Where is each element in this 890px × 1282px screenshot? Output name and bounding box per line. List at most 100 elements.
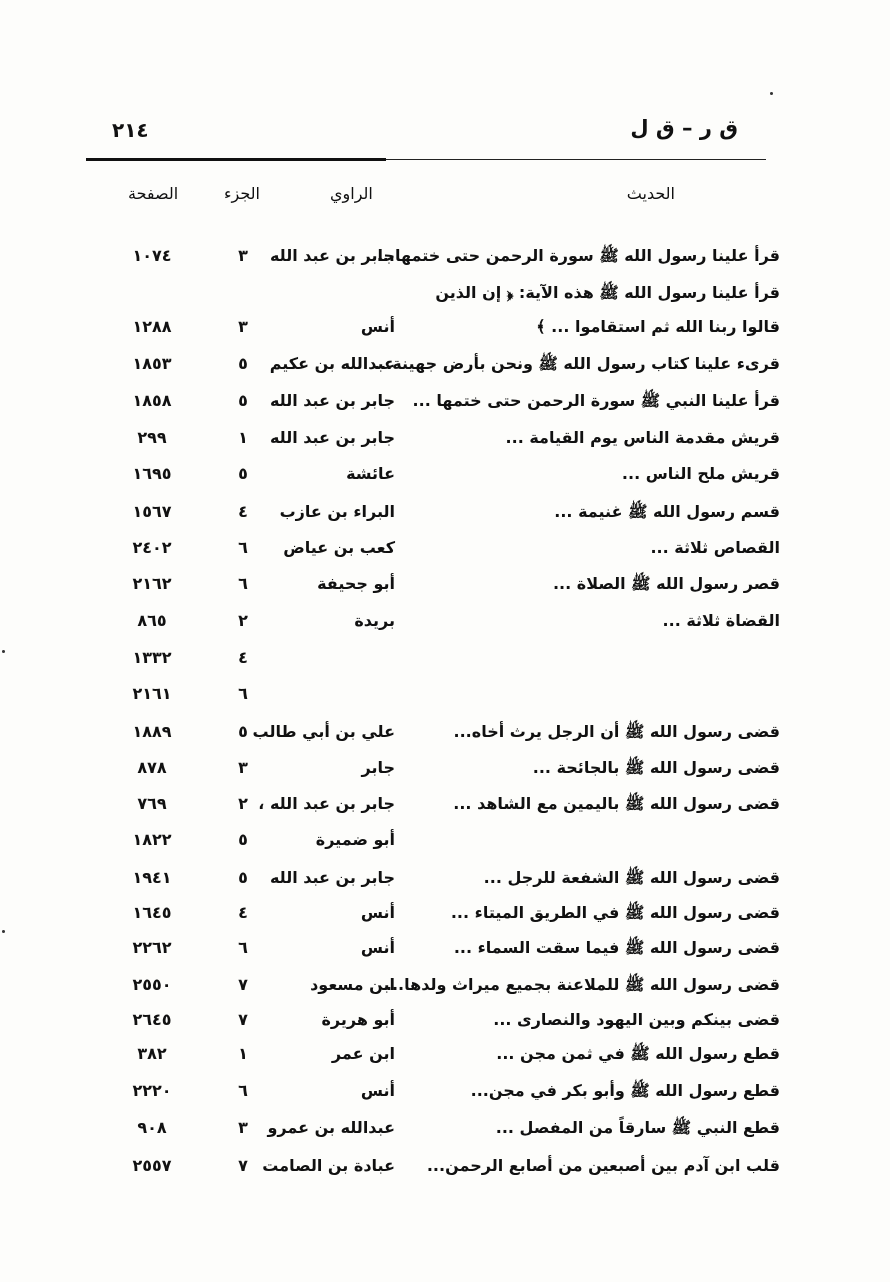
hadith-text: قضى رسول الله ﷺ في الطريق الميتاء ... bbox=[450, 903, 780, 922]
table-row: أبو ضميرة ٥ ١٨٢٢ bbox=[0, 830, 890, 860]
table-row: قضى رسول الله ﷺ فيما سقت السماء ... أنس ٦ ٢… bbox=[0, 938, 890, 968]
hadith-text: قضى رسول الله ﷺ فيما سقت السماء ... bbox=[453, 938, 780, 957]
table-row: قطع النبي ﷺ سارقاً من المفصل ... عبدالله … bbox=[0, 1118, 890, 1148]
table-row: قلب ابن آدم بين أصبعين من أصابع الرحمن..… bbox=[0, 1156, 890, 1186]
page-reference: ١٩٤١ bbox=[132, 868, 172, 887]
header-rule bbox=[86, 159, 766, 160]
page-reference: ٣٨٢ bbox=[137, 1044, 167, 1063]
page-reference: ١٦٩٥ bbox=[132, 464, 172, 483]
juz-number: ٤ bbox=[238, 502, 248, 521]
juz-number: ٦ bbox=[238, 938, 248, 957]
column-header-hadith: الحديث bbox=[626, 184, 675, 203]
page-reference: ١٠٧٤ bbox=[132, 246, 172, 265]
column-header-juz: الجزء bbox=[224, 184, 260, 203]
hadith-text: قطع رسول الله ﷺ وأبو بكر في مجن... bbox=[470, 1081, 780, 1100]
narrator-name: جابر بن عبد الله bbox=[269, 428, 395, 447]
narrator-name: أنس bbox=[360, 317, 395, 336]
table-row: قريش ملح الناس ... عائشة ٥ ١٦٩٥ bbox=[0, 464, 890, 494]
page-reference: ٢١٦٢ bbox=[132, 574, 172, 593]
hadith-text: قطع رسول الله ﷺ في ثمن مجن ... bbox=[496, 1044, 780, 1063]
hadith-text: قرىء علينا كتاب رسول الله ﷺ ونحن بأرض جه… bbox=[374, 354, 780, 373]
table-row: قصر رسول الله ﷺ الصلاة ... أبو جحيفة ٦ ٢١٦٢ bbox=[0, 574, 890, 604]
table-row: قسم رسول الله ﷺ غنيمة ... البراء بن عازب ٤… bbox=[0, 502, 890, 532]
narrator-name: عبدالله بن عكيم bbox=[269, 354, 395, 373]
narrator-name: أنس bbox=[360, 903, 395, 922]
hadith-text: قضى رسول الله ﷺ باليمين مع الشاهد ... bbox=[453, 794, 780, 813]
narrator-name: أنس bbox=[360, 938, 395, 957]
narrator-name: أبو هريرة bbox=[321, 1010, 395, 1029]
page-reference: ١٨٥٨ bbox=[132, 391, 172, 410]
scan-speck bbox=[770, 92, 773, 95]
hadith-text: قريش ملح الناس ... bbox=[621, 464, 780, 483]
table-row: قرأ علينا رسول الله ﷺ هذه الآية: ﴿ إن ال… bbox=[0, 283, 890, 313]
page-reference: ١٢٨٨ bbox=[132, 317, 172, 336]
page-reference: ٢٦٤٥ bbox=[132, 1010, 172, 1029]
table-row: قطع رسول الله ﷺ وأبو بكر في مجن... أنس ٦ ٢٢… bbox=[0, 1081, 890, 1111]
hadith-text: قضى بينكم وبين اليهود والنصارى ... bbox=[493, 1010, 780, 1029]
table-row: ٤ ١٣٣٢ bbox=[0, 648, 890, 678]
juz-number: ٦ bbox=[238, 538, 248, 557]
juz-number: ٦ bbox=[238, 574, 248, 593]
page-reference: ٨٧٨ bbox=[137, 758, 167, 777]
narrator-name: جابر bbox=[361, 758, 396, 777]
narrator-name: جابر بن عبد الله bbox=[269, 246, 395, 265]
running-head: ق ر – ق ل bbox=[630, 116, 738, 140]
narrator-name: بريدة bbox=[354, 611, 395, 630]
hadith-text: قرأ علينا رسول الله ﷺ سورة الرحمن حتى خت… bbox=[376, 246, 780, 265]
scan-speck bbox=[2, 930, 5, 933]
page-reference: ١٥٦٧ bbox=[132, 502, 172, 521]
hadith-text: قطع النبي ﷺ سارقاً من المفصل ... bbox=[495, 1118, 780, 1137]
juz-number: ٦ bbox=[238, 684, 248, 703]
narrator-name: أنس bbox=[360, 1081, 395, 1100]
page-reference: ١٨٢٢ bbox=[132, 830, 172, 849]
table-row: قرأ علينا النبي ﷺ سورة الرحمن حتى ختمها … bbox=[0, 391, 890, 421]
page-reference: ١٣٣٢ bbox=[132, 648, 172, 667]
hadith-text: قالوا ربنا الله ثم استقاموا ... ﴾ bbox=[536, 317, 780, 336]
juz-number: ١ bbox=[238, 428, 248, 447]
scan-speck bbox=[2, 650, 5, 653]
page-reference: ٢١٦١ bbox=[132, 684, 172, 703]
juz-number: ٥ bbox=[238, 830, 248, 849]
page-reference: ١٨٥٣ bbox=[132, 354, 172, 373]
narrator-name: جابر بن عبد الله bbox=[269, 868, 395, 887]
table-row: قرىء علينا كتاب رسول الله ﷺ ونحن بأرض جه… bbox=[0, 354, 890, 384]
narrator-name: جابر بن عبد الله ، bbox=[258, 794, 395, 813]
table-row: قريش مقدمة الناس يوم القيامة ... جابر بن … bbox=[0, 428, 890, 458]
page-reference: ٧٦٩ bbox=[137, 794, 167, 813]
hadith-text: قرأ علينا رسول الله ﷺ هذه الآية: ﴿ إن ال… bbox=[435, 283, 780, 302]
juz-number: ٤ bbox=[238, 903, 248, 922]
table-row: ٦ ٢١٦١ bbox=[0, 684, 890, 714]
hadith-text: قضى رسول الله ﷺ الشفعة للرجل ... bbox=[483, 868, 780, 887]
table-row: القصاص ثلاثة ... كعب بن عياض ٦ ٢٤٠٢ bbox=[0, 538, 890, 568]
juz-number: ٤ bbox=[238, 648, 248, 667]
juz-number: ٦ bbox=[238, 1081, 248, 1100]
juz-number: ٧ bbox=[238, 1010, 248, 1029]
table-row: قضى رسول الله ﷺ في الطريق الميتاء ... أنس… bbox=[0, 903, 890, 933]
hadith-text: قريش مقدمة الناس يوم القيامة ... bbox=[505, 428, 780, 447]
hadith-text: قضى رسول الله ﷺ للملاعنة بجميع ميراث ولد… bbox=[385, 975, 780, 994]
hadith-text: قضى رسول الله ﷺ أن الرجل يرث أخاه... bbox=[453, 722, 780, 741]
juz-number: ٢ bbox=[238, 611, 248, 630]
hadith-text: قرأ علينا النبي ﷺ سورة الرحمن حتى ختمها … bbox=[412, 391, 780, 410]
juz-number: ٢ bbox=[238, 794, 248, 813]
page-reference: ٢٢٦٢ bbox=[132, 938, 172, 957]
table-row: قطع رسول الله ﷺ في ثمن مجن ... ابن عمر ١ ٣٨… bbox=[0, 1044, 890, 1074]
narrator-name: أبو ضميرة bbox=[315, 830, 395, 849]
narrator-name: ابن مسعود bbox=[310, 975, 395, 994]
juz-number: ٣ bbox=[238, 317, 248, 336]
table-row: قرأ علينا رسول الله ﷺ سورة الرحمن حتى خت… bbox=[0, 246, 890, 276]
juz-number: ٥ bbox=[238, 354, 248, 373]
hadith-text: القصاص ثلاثة ... bbox=[650, 538, 780, 557]
column-header-narrator: الراوي bbox=[330, 184, 373, 203]
narrator-name: عبادة بن الصامت bbox=[262, 1156, 395, 1175]
juz-number: ٣ bbox=[238, 246, 248, 265]
page-reference: ٢٤٠٢ bbox=[132, 538, 172, 557]
table-row: قضى رسول الله ﷺ بالجائحة ... جابر ٣ ٨٧٨ bbox=[0, 758, 890, 788]
juz-number: ٣ bbox=[238, 1118, 248, 1137]
juz-number: ١ bbox=[238, 1044, 248, 1063]
column-header-page: الصفحة bbox=[128, 184, 179, 203]
page-reference: ١٨٨٩ bbox=[132, 722, 172, 741]
table-row: قضى رسول الله ﷺ أن الرجل يرث أخاه... علي … bbox=[0, 722, 890, 752]
hadith-text: القضاة ثلاثة ... bbox=[662, 611, 780, 630]
narrator-name: كعب بن عياض bbox=[283, 538, 395, 557]
